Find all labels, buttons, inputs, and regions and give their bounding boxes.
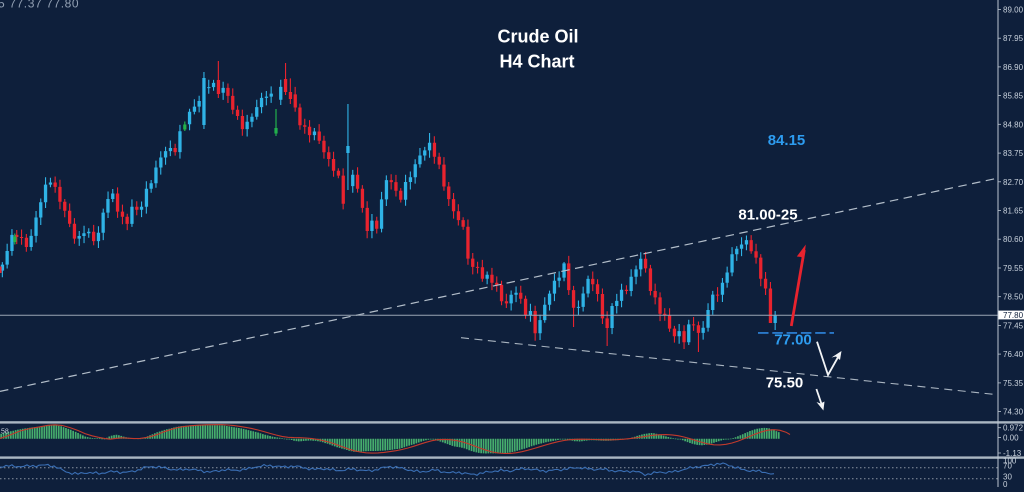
svg-text:78.50: 78.50: [1003, 293, 1024, 302]
svg-text:75.35: 75.35: [1003, 379, 1024, 388]
svg-text:83.75: 83.75: [1003, 149, 1024, 158]
svg-text:74.30: 74.30: [1003, 408, 1024, 417]
svg-text:80.60: 80.60: [1003, 235, 1024, 244]
svg-text:86.90: 86.90: [1003, 63, 1024, 72]
svg-text:79.55: 79.55: [1003, 264, 1024, 273]
svg-text:70: 70: [1003, 462, 1012, 471]
svg-text:0.972: 0.972: [1003, 424, 1024, 433]
svg-text:85.85: 85.85: [1003, 92, 1024, 101]
svg-text:81.65: 81.65: [1003, 207, 1024, 216]
svg-text:76.40: 76.40: [1003, 350, 1024, 359]
svg-text:0: 0: [1003, 480, 1008, 487]
svg-text:77.80: 77.80: [1003, 311, 1024, 320]
svg-text:77.45: 77.45: [1003, 321, 1024, 330]
svg-text:5 77.37 77.80: 5 77.37 77.80: [0, 0, 79, 11]
svg-text:84.15: 84.15: [768, 132, 806, 149]
svg-text:81.00-25: 81.00-25: [738, 207, 797, 224]
svg-text:58: 58: [1, 429, 9, 436]
svg-text:77.00: 77.00: [774, 332, 812, 349]
svg-text:0.00: 0.00: [1003, 433, 1019, 442]
svg-text:75.50: 75.50: [766, 375, 804, 392]
svg-text:82.70: 82.70: [1003, 178, 1024, 187]
svg-text:84.80: 84.80: [1003, 120, 1024, 129]
svg-text:Crude Oil: Crude Oil: [497, 27, 578, 47]
svg-text:H4 Chart: H4 Chart: [499, 52, 574, 72]
svg-text:87.95: 87.95: [1003, 34, 1024, 43]
svg-text:89.00: 89.00: [1003, 5, 1024, 14]
